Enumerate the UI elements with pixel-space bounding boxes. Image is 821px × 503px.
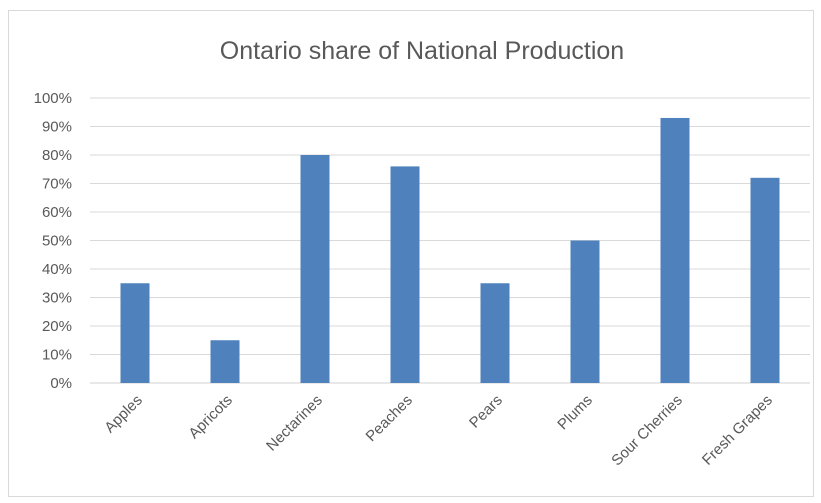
x-tick-label: Peaches <box>363 392 416 445</box>
y-tick-label: 60% <box>42 204 72 221</box>
x-tick-label: Fresh Grapes <box>699 392 776 469</box>
x-tick-label: Plums <box>554 392 595 433</box>
y-tick-label: 10% <box>42 347 72 364</box>
x-tick-label: Nectarines <box>263 392 326 455</box>
bar-sour-cherries <box>660 117 690 383</box>
bar-fresh-grapes <box>750 177 780 383</box>
y-tick-label: 30% <box>42 290 72 307</box>
y-tick-label: 80% <box>42 147 72 164</box>
x-tick-label: Pears <box>466 392 506 432</box>
x-axis-ticks: Apples Apricots Nectarines Peaches Pears Plum… <box>101 392 775 469</box>
y-tick-label: 20% <box>42 318 72 335</box>
bar-nectarines <box>300 155 330 383</box>
bar-apricots <box>210 340 240 383</box>
x-tick-label: Sour Cherries <box>608 392 685 469</box>
bar-plums <box>570 240 600 383</box>
gridlines <box>90 97 810 384</box>
y-tick-label: 90% <box>42 119 72 136</box>
y-tick-label: 70% <box>42 176 72 193</box>
y-tick-label: 0% <box>50 375 72 392</box>
x-tick-label: Apples <box>101 392 145 436</box>
y-tick-label: 100% <box>34 90 72 107</box>
y-tick-label: 40% <box>42 261 72 278</box>
bars <box>120 117 780 383</box>
bar-apples <box>120 283 150 383</box>
bar-pears <box>480 283 510 383</box>
bar-peaches <box>390 166 420 383</box>
y-axis-ticks: 0% 10% 20% 30% 40% 50% 60% 70% 80% 90% 100% <box>34 90 72 392</box>
y-tick-label: 50% <box>42 233 72 250</box>
chart-title: Ontario share of National Production <box>220 37 624 65</box>
x-tick-label: Apricots <box>185 392 235 442</box>
